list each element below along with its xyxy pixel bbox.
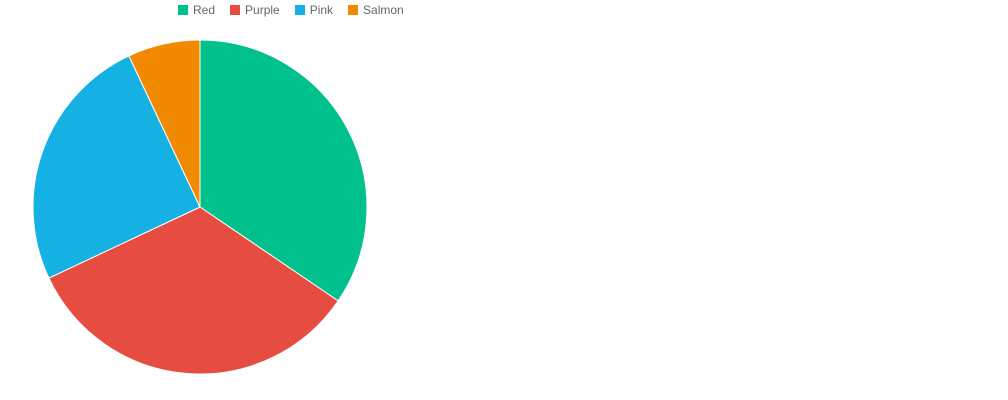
legend-swatch <box>348 5 359 15</box>
pie-slice-red[interactable] <box>199 39 368 302</box>
legend-item-purple[interactable]: Purple <box>230 3 280 17</box>
legend-label: Purple <box>245 3 280 17</box>
legend-swatch <box>294 5 305 15</box>
legend-item-pink[interactable]: Pink <box>294 3 334 17</box>
pie-slice-salmon[interactable] <box>128 39 201 208</box>
chart-legend: Red Purple Pink Salmon <box>178 3 419 17</box>
legend-swatch <box>230 5 241 15</box>
pie-slice-purple[interactable] <box>48 206 339 375</box>
pie-slice-pink[interactable] <box>32 55 201 279</box>
legend-label: Pink <box>309 3 334 17</box>
legend-label: Salmon <box>363 3 404 17</box>
legend-item-red[interactable]: Red <box>178 3 215 17</box>
legend-swatch <box>178 5 188 15</box>
legend-item-salmon[interactable]: Salmon <box>348 3 404 17</box>
legend-label: Red <box>193 3 216 17</box>
